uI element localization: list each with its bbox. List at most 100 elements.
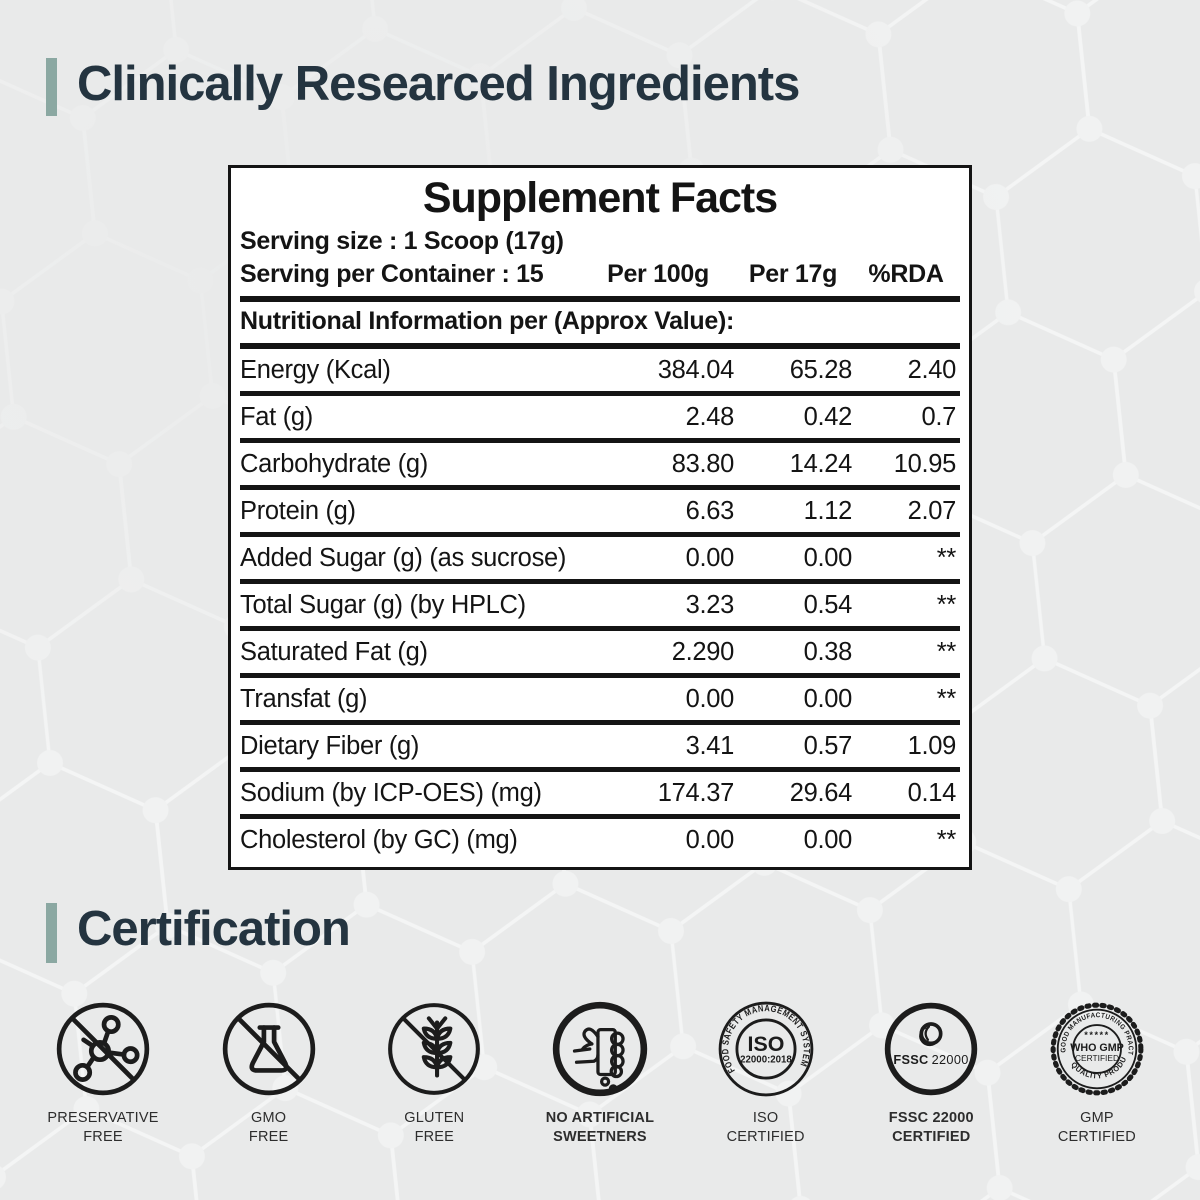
facts-row-label: Total Sugar (g) (by HPLC) [240, 590, 526, 619]
cert-item-preservative-free: PRESERVATIVE FREE [24, 998, 182, 1147]
cert-label: FSSC 22000 CERTIFIED [888, 1110, 974, 1146]
facts-row-label: Fat (g) [240, 402, 313, 431]
facts-row-per-100g: 2.290 [671, 637, 735, 666]
gmp-stamp-icon: GOOD MANUFACTURING PRACTICE QUALITY PROD… [1046, 998, 1144, 1096]
ingredients-section-title: Clinically Researced Ingredients [46, 57, 800, 116]
fssc-bold-text: FSSC [894, 1052, 929, 1067]
separator-bar [240, 343, 960, 350]
facts-row: Transfat (g) 0.00 0.00 ** [240, 673, 960, 720]
facts-row-per-17g: 0.54 [803, 590, 853, 619]
facts-row: Total Sugar (g) (by HPLC) 3.23 0.54 ** [240, 579, 960, 626]
cert-item-gmo-free: GMO FREE [190, 998, 348, 1147]
facts-row-rda: ** [936, 590, 957, 619]
gmp-center-line1: WHO GMP [1070, 1042, 1124, 1054]
supplement-facts-panel: Supplement Facts Serving size : 1 Scoop … [228, 165, 972, 871]
facts-row-per-17g: 1.12 [803, 496, 853, 525]
facts-row-per-100g: 2.48 [685, 402, 735, 431]
facts-row: Fat (g) 2.48 0.42 0.7 [240, 391, 960, 438]
facts-row-label: Transfat (g) [240, 684, 368, 713]
facts-row-rda: 1.09 [907, 731, 957, 760]
facts-row: Saturated Fat (g) 2.290 0.38 ** [240, 626, 960, 673]
cert-item-no-artificial-sweetners: NO ARTIFICIAL SWEETNERS [521, 998, 679, 1147]
facts-row-label: Sodium (by ICP-OES) (mg) [240, 778, 542, 807]
facts-row-rda: 2.07 [907, 496, 957, 525]
facts-title: Supplement Facts [422, 174, 778, 222]
facts-row-per-17g: 0.00 [803, 825, 853, 854]
fssc-number-text: 22000 [932, 1052, 969, 1067]
facts-row-rda: 0.7 [921, 402, 956, 431]
facts-row-label: Saturated Fat (g) [240, 637, 428, 666]
facts-row-per-100g: 174.37 [657, 778, 735, 807]
no-artificial-sweetener-icon [552, 1001, 648, 1097]
facts-row-per-100g: 3.23 [685, 590, 735, 619]
facts-row-per-100g: 83.80 [671, 449, 735, 478]
facts-row-rda: 10.95 [893, 449, 957, 478]
fssc-22000-icon: FSSC 22000 [885, 1002, 978, 1096]
accent-bar [46, 58, 57, 116]
facts-row-per-17g: 29.64 [789, 778, 853, 807]
facts-row-per-17g: 65.28 [789, 355, 853, 384]
facts-row: Cholesterol (by GC) (mg) 0.00 0.00 ** [240, 814, 960, 861]
cert-label: GMO FREE [248, 1110, 289, 1146]
facts-row-per-17g: 0.00 [803, 543, 853, 572]
gmp-stars: ***** [1084, 1030, 1110, 1040]
facts-row-label: Energy (Kcal) [240, 355, 391, 384]
facts-row-rda: ** [936, 684, 957, 713]
facts-row-per-100g: 0.00 [685, 684, 735, 713]
serving-header-row: Serving per Container : 15 Per 100g Per … [240, 258, 960, 296]
facts-row: Sodium (by ICP-OES) (mg) 174.37 29.64 0.… [240, 767, 960, 814]
separator-bar [240, 296, 960, 303]
facts-row-label: Protein (g) [240, 496, 356, 525]
facts-row-rda: ** [936, 637, 957, 666]
facts-row-label: Cholesterol (by GC) (mg) [240, 825, 518, 854]
cert-label: PRESERVATIVE FREE [47, 1110, 159, 1146]
cert-label: GLUTEN FREE [404, 1110, 465, 1146]
facts-rows: Energy (Kcal) 384.04 65.28 2.40 Fat (g) … [240, 349, 960, 861]
facts-row-rda: ** [936, 543, 957, 572]
cert-item-gluten-free: GLUTEN FREE [355, 998, 513, 1147]
cert-item-gmp-certified: GOOD MANUFACTURING PRACTICE QUALITY PROD… [1018, 998, 1176, 1147]
facts-row-label: Dietary Fiber (g) [240, 731, 420, 760]
certification-heading: Certification [77, 902, 351, 956]
facts-row-per-100g: 0.00 [685, 543, 735, 572]
facts-row-per-17g: 0.42 [803, 402, 853, 431]
cert-label: ISO CERTIFIED [726, 1110, 805, 1146]
facts-row-per-17g: 0.00 [803, 684, 853, 713]
iso-number-text: 22000:2018 [740, 1054, 792, 1065]
cert-item-iso-certified: FOOD SAFETY MANAGEMENT SYSTEM ISO 22000:… [687, 998, 845, 1147]
accent-bar [46, 903, 57, 963]
facts-row: Dietary Fiber (g) 3.41 0.57 1.09 [240, 720, 960, 767]
facts-row-per-17g: 0.38 [803, 637, 853, 666]
nutritional-info-header: Nutritional Information per (Approx Valu… [240, 307, 735, 336]
facts-row: Energy (Kcal) 384.04 65.28 2.40 [240, 349, 960, 391]
facts-row-per-100g: 6.63 [685, 496, 735, 525]
facts-row-label: Added Sugar (g) (as sucrose) [240, 543, 567, 572]
iso-center-text: ISO [747, 1032, 784, 1056]
column-header-per-100g: Per 100g [607, 260, 709, 289]
no-preservative-icon [56, 1002, 150, 1096]
cert-label: NO ARTIFICIAL SWEETNERS [545, 1110, 655, 1146]
facts-row-rda: 2.40 [907, 355, 957, 384]
facts-row-rda: 0.14 [907, 778, 957, 807]
facts-row-label: Carbohydrate (g) [240, 449, 428, 478]
no-gmo-icon [222, 1002, 315, 1096]
facts-row: Added Sugar (g) (as sucrose) 0.00 0.00 *… [240, 532, 960, 579]
serving-per-container: Serving per Container : 15 [240, 260, 544, 289]
facts-row: Carbohydrate (g) 83.80 14.24 10.95 [240, 438, 960, 485]
no-gluten-icon [388, 1003, 481, 1095]
cert-label: GMP CERTIFIED [1057, 1110, 1136, 1146]
facts-row: Protein (g) 6.63 1.12 2.07 [240, 485, 960, 532]
gmp-center-line2: CERTIFIED [1075, 1053, 1119, 1063]
facts-row-per-17g: 0.57 [803, 731, 853, 760]
facts-row-per-100g: 384.04 [657, 355, 735, 384]
facts-row-per-100g: 3.41 [685, 731, 735, 760]
column-header-per-17g: Per 17g [748, 260, 838, 289]
serving-size-line: Serving size : 1 Scoop (17g) [240, 227, 564, 256]
ingredients-heading: Clinically Researced Ingredients [77, 57, 800, 111]
facts-row-rda: ** [936, 825, 957, 854]
facts-row-per-17g: 14.24 [789, 449, 853, 478]
column-header-rda: %RDA [868, 260, 944, 289]
certification-badges-row: PRESERVATIVE FREE GMO FREE [24, 998, 1176, 1147]
cert-item-fssc-22000: FSSC 22000 FSSC 22000 CERTIFIED [852, 998, 1010, 1147]
